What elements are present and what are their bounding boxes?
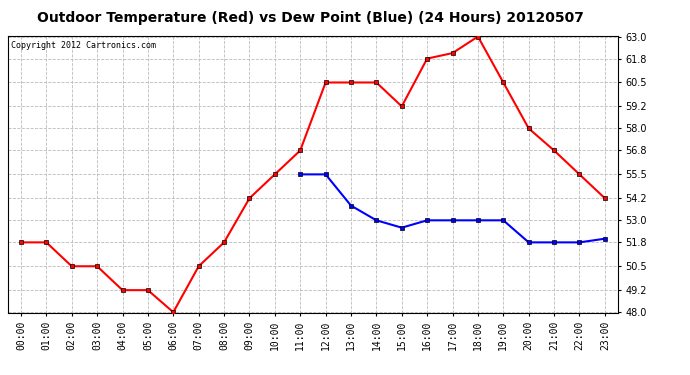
Text: Copyright 2012 Cartronics.com: Copyright 2012 Cartronics.com xyxy=(11,41,157,50)
Text: Outdoor Temperature (Red) vs Dew Point (Blue) (24 Hours) 20120507: Outdoor Temperature (Red) vs Dew Point (… xyxy=(37,11,584,25)
